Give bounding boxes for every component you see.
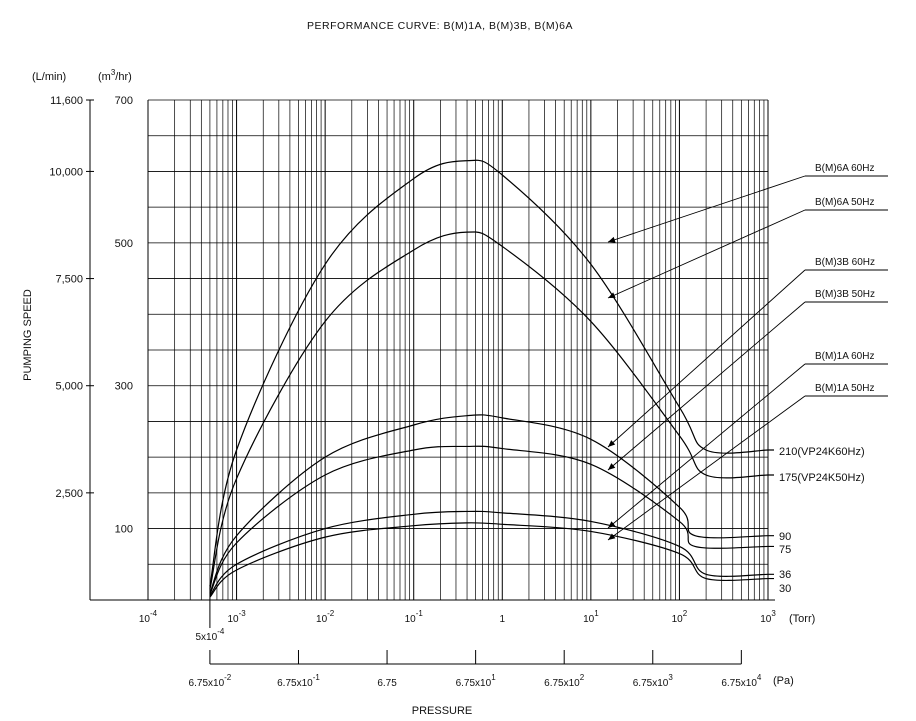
x-tick-label-pa: 6.75x102 — [544, 673, 585, 689]
x-tick-label-torr: 1 — [500, 614, 506, 625]
series-line — [209, 522, 774, 598]
x-tick-label-pa: 6.75x103 — [633, 673, 674, 689]
series-line — [209, 231, 774, 590]
legend-label: B(M)3B 50Hz — [815, 289, 875, 300]
y-tick-label-lmin: 10,000 — [49, 166, 83, 178]
series-end-label: 175(VP24K50Hz) — [779, 472, 865, 484]
x-tick-label-pa: 6.75x101 — [456, 673, 497, 689]
legend-leader — [607, 175, 806, 243]
chart-title: PERFORMANCE CURVE: B(M)1A, B(M)3B, B(M)6… — [307, 20, 573, 32]
legend-arrowhead — [608, 463, 616, 470]
legend-label: B(M)6A 60Hz — [815, 163, 874, 174]
legend-leader — [607, 269, 806, 448]
x-axis-label: PRESSURE — [412, 705, 473, 717]
legend-label: B(M)6A 50Hz — [815, 197, 874, 208]
x-tick-label-torr: 10-3 — [227, 609, 246, 625]
y-axis-label: PUMPING SPEED — [22, 289, 34, 381]
legend-arrowhead — [608, 236, 616, 243]
y-tick-label-m3hr: 700 — [115, 95, 133, 107]
x-tick-label-pa: 6.75x10-2 — [189, 673, 232, 689]
y-tick-label-lmin: 5,000 — [55, 381, 83, 393]
x-unit-torr: (Torr) — [789, 613, 815, 625]
series-end-label: 36 — [779, 569, 791, 581]
legend-label: B(M)1A 60Hz — [815, 351, 874, 362]
legend-leader — [607, 301, 806, 471]
y-tick-label-lmin: 7,500 — [55, 274, 83, 286]
x-tick-label-pa: 6.75x10-1 — [277, 673, 320, 689]
x-tick-label-torr: 102 — [672, 609, 688, 625]
x-tick-label-torr: 10-4 — [139, 609, 158, 625]
x-unit-pa: (Pa) — [773, 675, 794, 687]
series-line — [209, 445, 774, 595]
start-label: 5x10-4 — [196, 627, 225, 643]
series-end-label: 90 — [779, 531, 791, 543]
series-line — [209, 414, 774, 594]
grid — [147, 99, 769, 600]
series-end-label: 210(VP24K60Hz) — [779, 446, 865, 458]
series-end-label: 75 — [779, 544, 791, 556]
legend-arrowhead — [608, 521, 616, 528]
y-tick-label-lmin: 2,500 — [55, 488, 83, 500]
x-tick-label-pa: 6.75x104 — [721, 673, 762, 689]
x-tick-label-torr: 10-1 — [405, 609, 424, 625]
y-unit-m3hr: (m3/hr) — [98, 68, 132, 83]
axes — [86, 99, 775, 665]
x-tick-label-torr: 101 — [583, 609, 599, 625]
legend-leader — [607, 209, 806, 299]
series-line — [209, 510, 774, 597]
y-tick-label-lmin: 11,600 — [50, 95, 83, 107]
series-end-label: 30 — [779, 583, 791, 595]
labels: 2,500 5,000 7,500 10,000 11,600 100 300 500 700 1… — [49, 95, 888, 689]
legend-arrowhead — [608, 292, 616, 298]
y-unit-lmin: (L/min) — [32, 71, 66, 83]
y-tick-label-m3hr: 100 — [115, 524, 133, 536]
legend-leader — [607, 395, 806, 541]
y-tick-label-m3hr: 300 — [115, 381, 133, 393]
legend-label: B(M)1A 50Hz — [815, 383, 874, 394]
legend-leader — [607, 363, 806, 529]
legend-arrowhead — [608, 533, 616, 540]
legend-label: B(M)3B 60Hz — [815, 257, 875, 268]
series-layer — [209, 159, 774, 598]
y-tick-label-m3hr: 500 — [115, 238, 133, 250]
legend-arrowhead — [608, 440, 616, 447]
x-tick-label-torr: 10-2 — [316, 609, 335, 625]
x-tick-label-torr: 103 — [760, 609, 776, 625]
series-line — [209, 159, 774, 586]
x-tick-label-pa: 6.75 — [377, 678, 397, 689]
